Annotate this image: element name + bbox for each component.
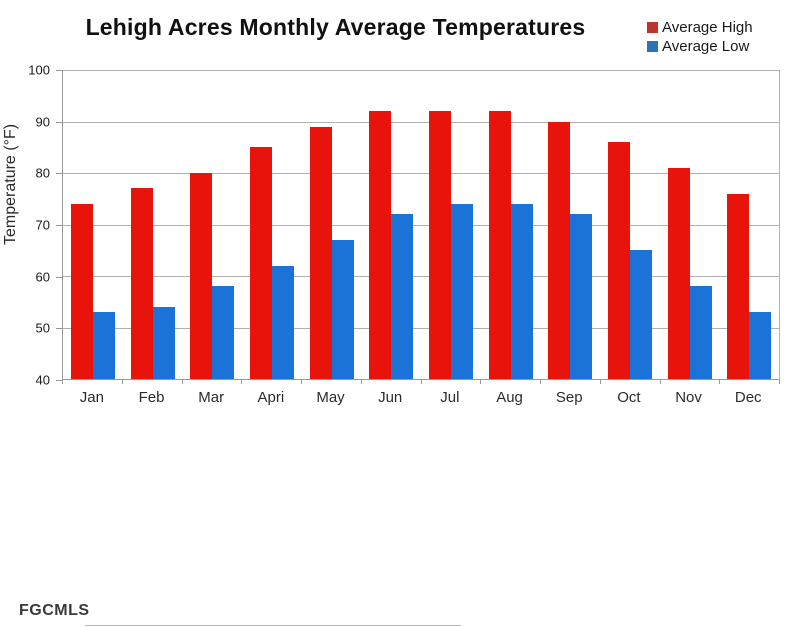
x-tick-label-aug: Aug	[496, 389, 523, 406]
legend: Average High Average Low	[647, 18, 753, 56]
bar-group-oct	[600, 70, 660, 379]
bar-average-low-nov	[689, 286, 712, 379]
y-tick-label-50: 50	[35, 320, 50, 336]
legend-label-low: Average Low	[662, 37, 750, 55]
x-tick-label-nov: Nov	[675, 389, 702, 406]
y-axis-ticks: 40 50 60 70 80 90 100	[0, 64, 62, 387]
x-tick-mark	[62, 380, 63, 384]
bar-group-may	[302, 70, 362, 379]
x-tick-mark	[719, 380, 721, 384]
bar-average-high-may	[309, 126, 332, 379]
y-tick-label-40: 40	[35, 372, 50, 388]
legend-item-average-low: Average Low	[647, 37, 753, 55]
plot-area	[62, 70, 780, 380]
x-tick-label-apri: Apri	[257, 389, 285, 406]
x-tick-label-jan: Jan	[79, 389, 104, 406]
y-tick-label-90: 90	[35, 114, 50, 130]
bar-average-high-feb	[130, 188, 153, 379]
gridline-90	[63, 121, 779, 123]
legend-swatch-high-icon	[647, 21, 658, 33]
gridline-80	[63, 173, 779, 175]
bar-group-apri	[242, 70, 302, 379]
bar-group-jan	[63, 70, 123, 379]
bar-average-low-aug	[510, 203, 533, 379]
x-tick-label-jul: Jul	[440, 389, 460, 406]
x-tick-mark	[480, 380, 482, 384]
x-tick-label-feb: Feb	[138, 389, 165, 406]
bar-average-high-nov	[667, 167, 690, 379]
bar-average-low-jun	[391, 214, 414, 379]
x-tick-mark	[241, 380, 243, 384]
bar-group-jul	[421, 70, 481, 379]
bar-average-low-jul	[450, 203, 473, 379]
bar-average-low-mar	[212, 286, 235, 379]
bar-average-high-oct	[607, 142, 630, 379]
legend-item-average-high: Average High	[647, 18, 753, 36]
bar-average-low-dec	[749, 312, 772, 379]
gridline-60	[63, 276, 779, 278]
x-tick-mark	[181, 380, 183, 384]
bar-group-aug	[481, 70, 541, 379]
bar-average-high-jan	[70, 203, 93, 379]
bar-group-mar	[182, 70, 242, 379]
bar-average-low-feb	[152, 306, 175, 379]
y-tick-label-80: 80	[35, 165, 50, 181]
watermark-fgcmls: FGCMLS	[19, 602, 90, 619]
y-tick-mark	[56, 173, 62, 175]
y-tick-mark	[56, 328, 62, 330]
bar-average-high-jun	[369, 111, 392, 379]
x-tick-mark	[779, 380, 780, 384]
bar-average-low-jan	[92, 312, 115, 379]
bar-average-low-oct	[629, 250, 652, 379]
x-tick-mark	[360, 380, 362, 384]
legend-label-high: Average High	[662, 18, 753, 36]
x-tick-label-sep: Sep	[555, 389, 583, 406]
bar-group-sep	[540, 70, 600, 379]
x-axis-labels: Jan Feb Mar Apri May Jun Jul Aug Sep Oct Nov Dec	[62, 389, 778, 406]
y-tick-label-60: 60	[35, 269, 50, 285]
bar-average-low-sep	[570, 214, 593, 379]
y-tick-label-100: 100	[28, 62, 50, 78]
bottom-edge-line	[85, 625, 461, 626]
chart-title: Lehigh Acres Monthly Average Temperature…	[85, 14, 586, 40]
gridline-50	[63, 327, 779, 329]
x-tick-mark	[121, 380, 123, 384]
bar-average-high-aug	[488, 111, 511, 379]
legend-swatch-low-icon	[647, 40, 658, 52]
y-tick-label-70: 70	[35, 217, 50, 233]
bar-average-high-jul	[428, 111, 451, 379]
x-tick-mark	[301, 380, 302, 384]
y-tick-mark	[56, 70, 62, 71]
y-tick-mark	[56, 225, 62, 226]
x-tick-label-may: May	[316, 389, 345, 406]
bar-average-high-sep	[548, 121, 571, 379]
x-tick-label-mar: Mar	[198, 389, 225, 406]
bar-group-nov	[660, 70, 720, 379]
x-tick-mark	[659, 380, 661, 384]
x-tick-mark	[599, 380, 601, 384]
y-tick-mark	[56, 276, 62, 278]
bar-group-feb	[123, 70, 183, 379]
bar-average-high-dec	[727, 193, 750, 379]
gridline-70	[63, 224, 779, 226]
y-tick-mark	[56, 380, 62, 381]
x-tick-label-dec: Dec	[734, 389, 762, 406]
x-tick-mark	[540, 380, 541, 384]
x-tick-label-oct: Oct	[617, 389, 641, 406]
x-tick-mark	[420, 380, 422, 384]
bar-average-high-mar	[190, 173, 213, 379]
bar-average-high-apri	[249, 147, 272, 379]
bar-group-dec	[719, 70, 779, 379]
bar-group-jun	[361, 70, 421, 379]
y-tick-mark	[56, 121, 62, 123]
bars-container	[63, 70, 779, 379]
gridline-100	[63, 70, 779, 71]
x-tick-label-jun: Jun	[378, 389, 403, 406]
bar-average-low-may	[331, 239, 354, 379]
bar-average-low-apri	[271, 265, 294, 379]
x-axis-ticks	[62, 380, 780, 385]
